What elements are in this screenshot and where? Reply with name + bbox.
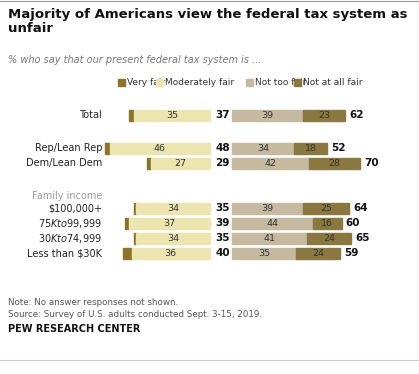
Text: Not at all fair: Not at all fair — [303, 77, 362, 86]
Bar — [123, 248, 132, 258]
Text: 39: 39 — [215, 218, 229, 228]
Text: Very fair: Very fair — [127, 77, 165, 86]
Bar — [303, 202, 349, 214]
Bar — [147, 157, 151, 169]
Text: 35: 35 — [166, 110, 178, 120]
Text: % who say that our present federal tax system is ...: % who say that our present federal tax s… — [8, 55, 261, 65]
Text: 44: 44 — [266, 218, 278, 227]
Text: 48: 48 — [215, 143, 230, 153]
Text: unfair: unfair — [8, 22, 53, 35]
Text: 28: 28 — [328, 159, 341, 168]
Text: 34: 34 — [167, 233, 179, 242]
Bar — [134, 233, 136, 243]
Text: Dem/Lean Dem: Dem/Lean Dem — [26, 158, 102, 168]
Bar — [313, 218, 342, 229]
Text: 34: 34 — [167, 203, 179, 212]
Text: 18: 18 — [305, 144, 317, 153]
Bar — [296, 248, 340, 258]
Text: 25: 25 — [320, 203, 332, 212]
Text: 40: 40 — [215, 248, 230, 258]
Text: 64: 64 — [353, 203, 368, 213]
Bar — [232, 157, 309, 169]
Text: 37: 37 — [163, 218, 176, 227]
Bar — [129, 218, 210, 229]
Bar — [232, 248, 296, 258]
Text: 24: 24 — [312, 248, 324, 258]
Text: 46: 46 — [154, 144, 166, 153]
Bar — [134, 110, 210, 120]
Text: Moderately fair: Moderately fair — [165, 77, 234, 86]
Bar — [110, 142, 210, 153]
Text: 35: 35 — [215, 203, 230, 213]
Bar — [294, 142, 327, 153]
Text: 34: 34 — [257, 144, 269, 153]
Bar — [156, 79, 163, 86]
Text: 65: 65 — [355, 233, 370, 243]
Text: 35: 35 — [258, 248, 270, 258]
Text: 36: 36 — [165, 248, 177, 258]
Bar — [151, 157, 210, 169]
Text: Not too fair: Not too fair — [255, 77, 306, 86]
Text: 70: 70 — [364, 158, 379, 168]
Text: PEW RESEARCH CENTER: PEW RESEARCH CENTER — [8, 324, 140, 334]
Bar — [118, 79, 125, 86]
Text: 16: 16 — [321, 218, 333, 227]
Text: $75K to $99,999: $75K to $99,999 — [38, 217, 102, 230]
Text: 41: 41 — [264, 233, 276, 242]
Text: Less than $30K: Less than $30K — [27, 248, 102, 258]
Text: Rep/Lean Rep: Rep/Lean Rep — [34, 143, 102, 153]
Bar — [232, 142, 294, 153]
Text: 29: 29 — [215, 158, 229, 168]
Text: $100,000+: $100,000+ — [48, 203, 102, 213]
Bar — [232, 218, 313, 229]
Bar — [246, 79, 253, 86]
Text: 39: 39 — [261, 203, 274, 212]
Bar — [307, 233, 351, 243]
Text: 60: 60 — [346, 218, 360, 228]
Text: 37: 37 — [215, 110, 230, 120]
Bar — [136, 233, 210, 243]
Text: 39: 39 — [261, 110, 274, 120]
Text: Total: Total — [79, 110, 102, 120]
Text: 35: 35 — [215, 233, 230, 243]
Bar — [134, 202, 136, 214]
Text: 23: 23 — [318, 110, 331, 120]
Bar — [232, 233, 307, 243]
Bar — [132, 248, 210, 258]
Text: 24: 24 — [323, 233, 335, 242]
Bar — [105, 142, 110, 153]
Text: $30K to $74,999: $30K to $74,999 — [38, 232, 102, 245]
Text: Source: Survey of U.S. adults conducted Sept. 3-15, 2019.: Source: Survey of U.S. adults conducted … — [8, 310, 262, 319]
Bar — [309, 157, 360, 169]
Bar — [232, 110, 303, 120]
Text: 62: 62 — [349, 110, 364, 120]
Bar — [303, 110, 345, 120]
Text: Family income: Family income — [31, 191, 102, 201]
Bar — [136, 202, 210, 214]
Bar — [232, 202, 303, 214]
Text: 42: 42 — [264, 159, 277, 168]
Text: Note: No answer responses not shown.: Note: No answer responses not shown. — [8, 298, 178, 307]
Text: 27: 27 — [175, 159, 186, 168]
Text: 59: 59 — [344, 248, 358, 258]
Bar — [294, 79, 301, 86]
Bar — [125, 218, 129, 229]
Text: Majority of Americans view the federal tax system as: Majority of Americans view the federal t… — [8, 8, 408, 21]
Bar — [129, 110, 134, 120]
Text: 52: 52 — [331, 143, 346, 153]
